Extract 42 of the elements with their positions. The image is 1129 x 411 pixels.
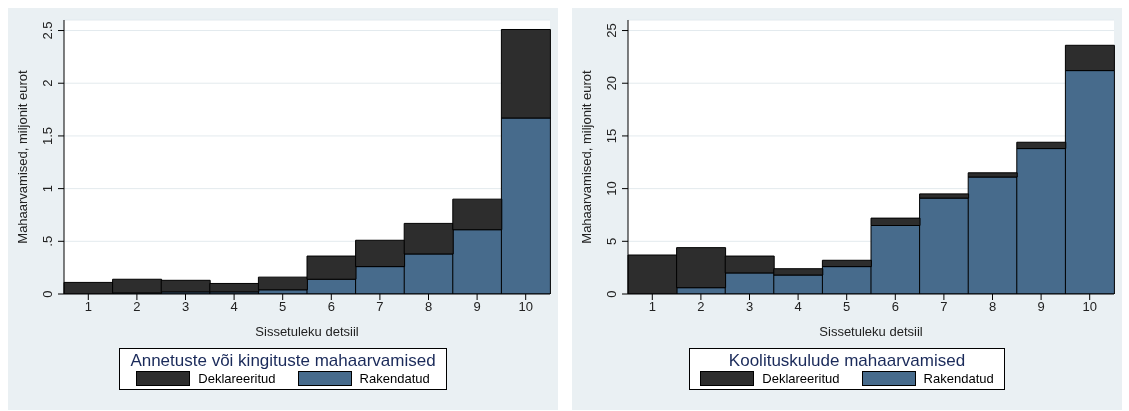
y-tick-label: 1.5 [40,126,55,145]
x-tick-label: 10 [1082,299,1097,315]
y-tick-label: 15 [604,128,619,144]
x-tick-label: 8 [424,299,433,315]
x-tick-label: 5 [279,299,287,315]
legend-label: Rakendatud [359,371,430,386]
legend-title: Koolituskulude mahaarvamised [727,351,967,371]
x-tick-label: 8 [988,299,997,315]
x-tick-label: 1 [84,299,92,315]
x-tick-label: 3 [745,299,754,315]
x-tick-label: 4 [230,299,238,315]
x-tick-label: 7 [940,299,948,315]
y-tick-label: 5 [604,237,619,245]
y-tick-label: 10 [604,181,619,196]
y-tick-label: .5 [40,235,55,247]
x-axis-title: Sissetuleku detsiil [255,324,359,339]
x-tick-label: 10 [518,299,533,315]
x-tick-label: 1 [648,299,656,315]
x-tick-label: 9 [473,299,481,315]
x-tick-label: 6 [327,299,335,315]
y-tick-label: 0 [40,290,55,298]
x-tick-label: 2 [697,299,705,315]
x-tick-label: 4 [794,299,802,315]
y-tick-label: 2 [40,79,55,87]
y-tick-label: 0 [604,290,619,298]
y-axis-title: Mahaarvamised, miljonit eurot [14,69,30,244]
x-tick-label: 3 [181,299,190,315]
y-tick-label: 20 [604,76,619,91]
x-tick-label: 6 [891,299,899,315]
x-tick-label: 9 [1037,299,1045,315]
legend-label: Deklareeritud [762,371,840,386]
y-tick-label: 1 [40,185,55,193]
x-tick-label: 7 [376,299,384,315]
x-axis-title: Sissetuleku detsiil [819,324,923,339]
x-tick-label: 2 [133,299,141,315]
y-axis-title: Mahaarvamised, miljonit eurot [578,69,594,244]
legend-label: Rakendatud [923,371,994,386]
y-tick-label: 25 [604,23,619,38]
legend-label: Deklareeritud [198,371,276,386]
legend-title: Annetuste või kingituste mahaarvamised [130,351,436,371]
y-tick-label: 2.5 [40,21,55,40]
x-tick-label: 5 [843,299,851,315]
